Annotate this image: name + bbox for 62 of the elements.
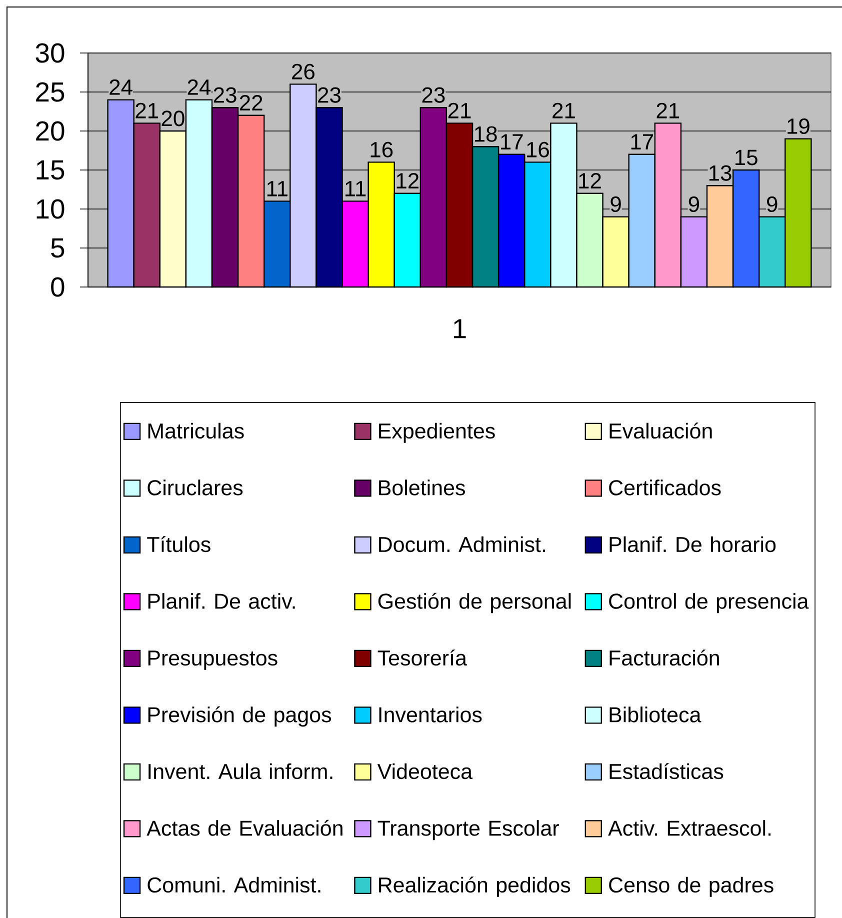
x-tick-label: 1 [454,319,466,338]
legend-label: Matriculas [148,422,244,439]
legend-label: Docum. Administ. [379,536,545,552]
data-label: 16 [527,142,549,158]
legend-label: Evaluación [610,422,712,439]
data-label: 11 [267,181,288,196]
y-tick-label: 5 [51,238,64,258]
data-label: 9 [688,196,700,212]
legend-label: Actas de Evaluación [146,820,342,836]
data-label: 20 [162,110,184,126]
legend-label: Planif. De horario [610,536,776,552]
legend-label: Facturación [610,650,719,666]
y-tick-label: 0 [51,277,64,297]
legend-label: Realización pedidos [379,876,570,897]
legend-label: Ciruclares [148,480,243,496]
y-tick-label: 25 [36,82,64,102]
legend-label: Títulos [147,536,210,552]
legend-label: Comuni. Administ. [148,876,320,893]
data-label: 26 [292,64,314,80]
data-label: 24 [188,79,211,95]
data-label: 21 [136,102,158,118]
legend-label: Invent. Aula inform. [148,763,332,780]
legend-label: Control de presencia [609,593,809,614]
data-label: 21 [656,102,680,118]
legend-label: Censo de padres [609,876,774,897]
data-label: 9 [767,196,778,212]
legend-label: Certificados [609,480,721,496]
legend-label: Gestión de personal [378,592,571,614]
data-label: 9 [610,196,621,212]
legend-label: Biblioteca [610,706,702,722]
legend-label: Estadísticas [610,763,724,780]
legend-label: Inventarios [379,706,482,722]
y-tick-label: 10 [36,199,64,219]
data-label: 24 [110,79,132,95]
data-label: 16 [370,142,393,158]
y-tick-label: 15 [36,160,64,180]
data-label: 15 [736,150,758,166]
data-label: 21 [448,102,471,118]
y-tick-label: 30 [36,43,64,63]
data-label: 23 [318,87,341,103]
legend-label: Videoteca [377,763,473,780]
legend-label: Tesorería [378,650,467,666]
data-label: 13 [709,165,732,181]
legend-label: Presupuestos [148,650,278,670]
data-label: 17 [631,134,653,150]
legend-label: Expedientes [379,422,495,443]
data-label: 19 [788,118,810,134]
legend-label: Planif. De activ. [148,593,295,609]
data-label: 21 [552,102,575,118]
data-label: 22 [240,95,262,110]
data-label: 11 [346,181,366,196]
legend-label: Transporte Escolar [378,820,559,840]
y-tick-label: 20 [36,121,64,141]
data-label: 12 [579,173,601,188]
legend-label: Previsión de pagos [148,706,332,727]
data-label: 12 [396,173,419,188]
data-label: 18 [474,126,497,142]
data-label: 17 [501,134,523,150]
data-label: 23 [214,87,236,103]
legend-label: Activ. Extraescol. [608,820,771,836]
legend-label: Boletines [379,480,465,496]
data-label: 23 [422,87,445,103]
